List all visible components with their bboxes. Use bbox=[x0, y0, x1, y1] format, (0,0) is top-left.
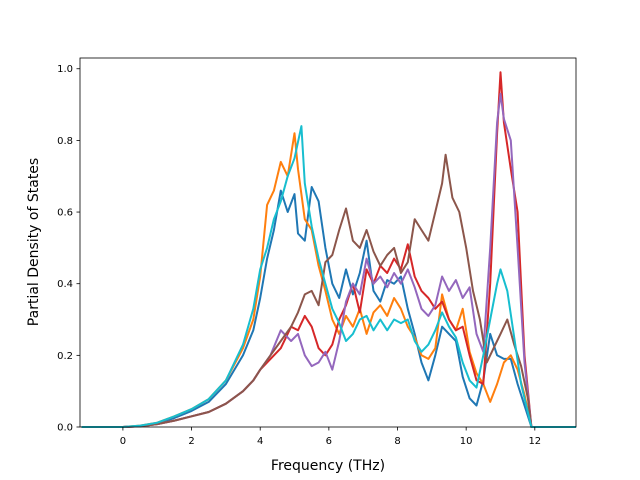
x-tick-label: 4 bbox=[257, 436, 263, 447]
axes: 0 2 4 6 8 10 12 0.0 0.2 0.4 0.6 0.8 1.0 bbox=[57, 57, 577, 447]
y-tick-label: 0.4 bbox=[57, 279, 73, 290]
x-tick-label: 8 bbox=[394, 436, 400, 447]
series-line-4 bbox=[81, 92, 576, 428]
series-line-1 bbox=[81, 186, 576, 428]
x-tick-label: 12 bbox=[528, 436, 541, 447]
y-tick-label: 1.0 bbox=[57, 64, 73, 75]
y-tick-label: 0.8 bbox=[57, 136, 73, 147]
series-lines bbox=[81, 71, 576, 428]
y-axis-label: Partial Density of States bbox=[26, 158, 42, 326]
x-tick-label: 0 bbox=[120, 436, 126, 447]
x-tick-label: 10 bbox=[460, 436, 473, 447]
plot-frame bbox=[79, 57, 577, 428]
x-axis-label: Frequency (THz) bbox=[271, 458, 385, 474]
x-tick-label: 6 bbox=[326, 436, 332, 447]
y-tick-label: 0.0 bbox=[57, 423, 73, 434]
series-line-6 bbox=[81, 125, 576, 428]
y-tick-label: 0.2 bbox=[57, 351, 73, 362]
series-line-3 bbox=[81, 71, 576, 428]
x-tick-label: 2 bbox=[188, 436, 194, 447]
series-line-2 bbox=[81, 132, 576, 428]
series-line-5 bbox=[81, 153, 576, 428]
y-tick-label: 0.6 bbox=[57, 208, 73, 219]
